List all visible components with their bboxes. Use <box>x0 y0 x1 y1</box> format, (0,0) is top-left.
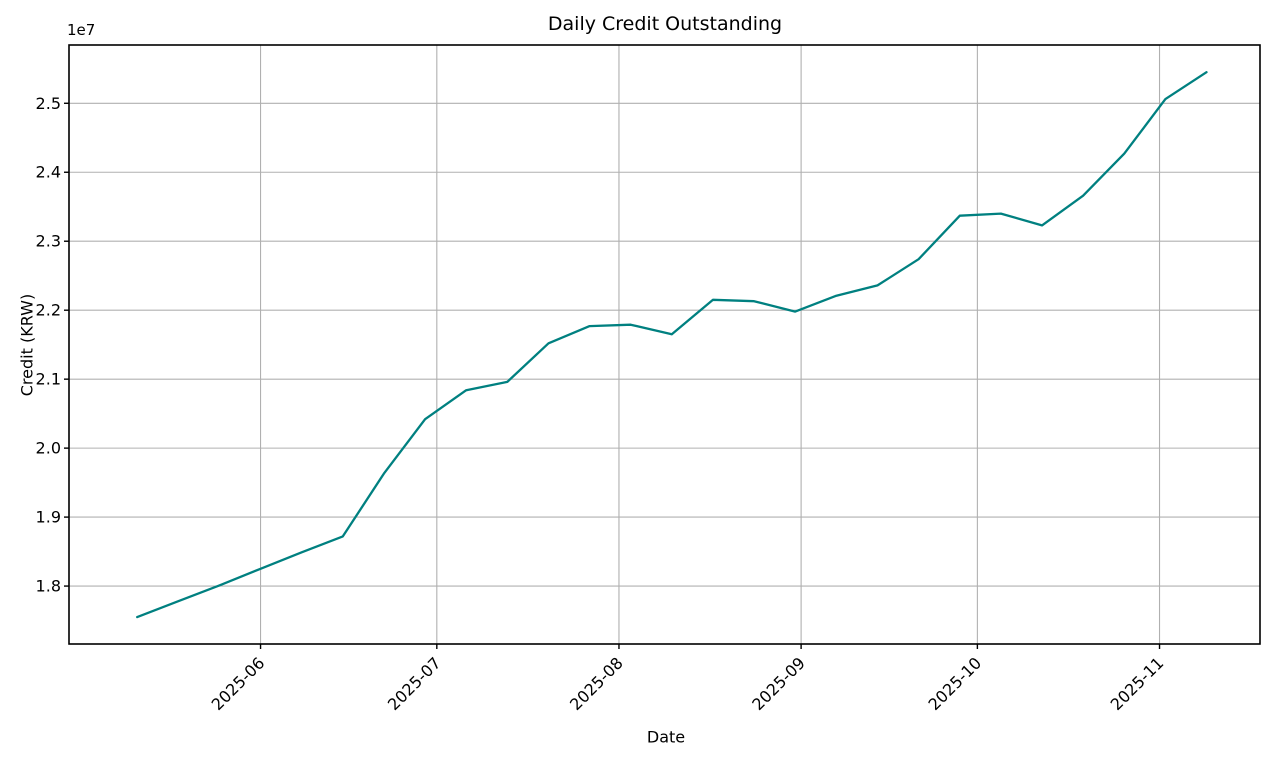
y-tick-label: 2.2 <box>36 301 61 320</box>
chart-title: Daily Credit Outstanding <box>547 13 783 35</box>
x-tick-label: 2025-10 <box>924 653 985 714</box>
y-axis-label: Credit (KRW) <box>17 293 37 397</box>
x-axis-label: Date <box>646 727 686 747</box>
plot-background <box>69 45 1260 644</box>
y-tick-label: 2.1 <box>36 370 61 389</box>
x-tick-label: 2025-11 <box>1107 653 1168 714</box>
credit-line <box>136 71 1208 619</box>
y-tick-label: 2.5 <box>36 94 61 113</box>
axes-spines <box>68 44 1261 645</box>
y-tick-label: 1.8 <box>36 577 61 596</box>
y-tick-label: 2.4 <box>36 163 61 182</box>
x-tick-label: 2025-09 <box>748 653 809 714</box>
y-tick-label: 2.0 <box>36 439 61 458</box>
x-tick-label: 2025-07 <box>384 653 445 714</box>
y-tick-label: 2.3 <box>36 232 61 251</box>
x-tick-label: 2025-06 <box>208 653 269 714</box>
x-tick-label: 2025-08 <box>566 653 627 714</box>
y-axis-offset-label: 1e7 <box>67 21 96 39</box>
y-tick-label: 1.9 <box>36 508 61 527</box>
